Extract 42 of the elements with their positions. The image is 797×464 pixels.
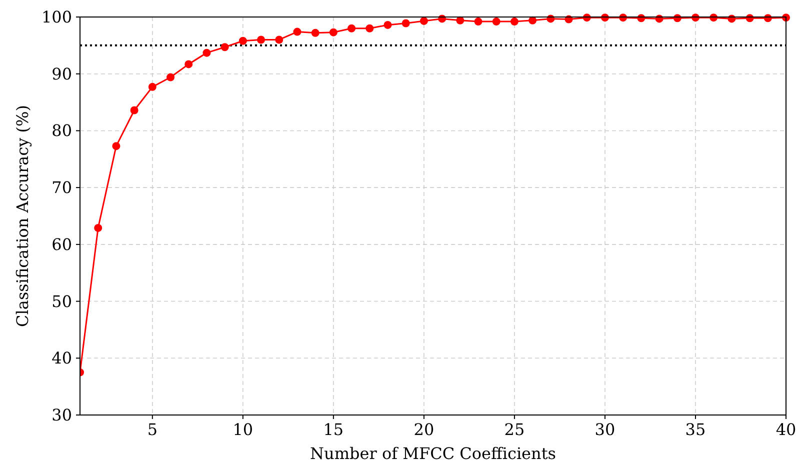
point <box>311 28 320 37</box>
point <box>510 18 518 26</box>
x-tick-label: 10 <box>232 420 254 439</box>
point <box>148 82 156 91</box>
point <box>293 28 302 36</box>
y-tick-label: 60 <box>52 234 72 254</box>
x-tick-label: 15 <box>323 420 344 439</box>
y-axis-title: Classification Accuracy (%) <box>13 105 32 327</box>
point <box>348 24 356 32</box>
point <box>420 16 428 25</box>
x-tick-label: 35 <box>685 420 706 439</box>
point <box>456 16 464 24</box>
y-tick-label: 40 <box>52 348 72 368</box>
point <box>492 18 500 26</box>
point <box>238 36 247 45</box>
x-tick-label: 20 <box>414 420 434 439</box>
point <box>130 106 138 114</box>
point <box>528 16 537 24</box>
point <box>257 36 266 44</box>
y-tick-label: 50 <box>52 292 72 311</box>
point <box>202 48 211 57</box>
y-tick-label: 90 <box>52 64 72 84</box>
y-tick-label: 70 <box>52 178 72 198</box>
point <box>329 28 338 36</box>
point <box>275 36 284 44</box>
point <box>184 60 193 68</box>
point <box>366 24 374 32</box>
x-tick-label: 5 <box>147 420 158 439</box>
point <box>94 224 102 232</box>
y-tick-label: 100 <box>41 8 72 26</box>
point <box>166 73 175 82</box>
x-tick-label: 40 <box>776 420 796 439</box>
x-tick-label: 25 <box>504 420 525 439</box>
y-tick-label: 80 <box>52 121 72 140</box>
point <box>112 142 120 150</box>
point <box>402 19 410 28</box>
point <box>474 18 482 26</box>
x-tick-label: 30 <box>594 420 616 439</box>
x-axis-title: Number of MFCC Coefficients <box>310 444 556 463</box>
point <box>384 20 392 29</box>
y-tick-label: 30 <box>52 406 72 424</box>
point <box>220 43 229 52</box>
